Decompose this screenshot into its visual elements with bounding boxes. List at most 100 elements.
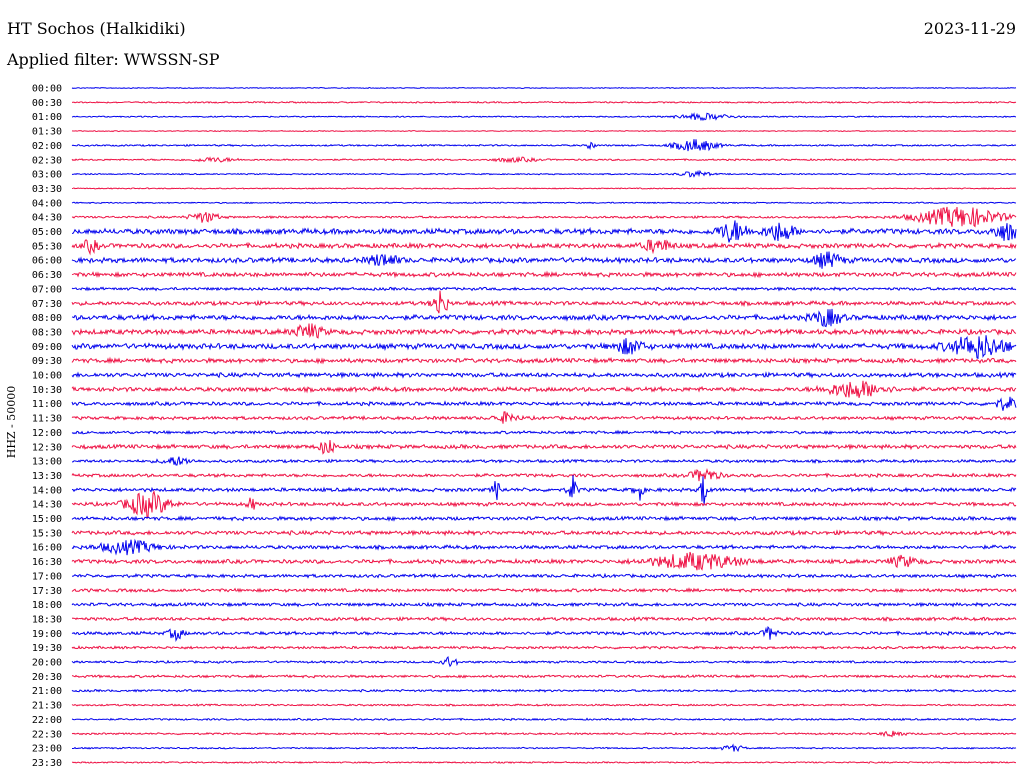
- time-label-2030: 20:30: [32, 672, 62, 683]
- trace-row-0930: [71, 356, 1017, 365]
- time-label-1200: 12:00: [32, 428, 62, 439]
- trace-row-0230: [71, 156, 1017, 164]
- time-label-1230: 12:30: [32, 442, 62, 453]
- trace-row-1000: [71, 371, 1017, 380]
- seismic-traces: [71, 86, 1017, 764]
- time-label-1800: 18:00: [32, 600, 62, 611]
- trace-row-0830: [71, 323, 1017, 339]
- trace-row-1030: [71, 380, 1017, 398]
- trace-row-0800: [71, 308, 1017, 328]
- time-label-0130: 01:30: [32, 127, 62, 138]
- time-label-2330: 23:30: [32, 758, 62, 769]
- time-label-0400: 04:00: [32, 198, 62, 209]
- trace-row-0030: [71, 100, 1017, 104]
- trace-row-1230: [71, 439, 1017, 455]
- time-label-1430: 14:30: [32, 500, 62, 511]
- plot-date: 2023-11-29: [923, 19, 1016, 38]
- trace-row-2100: [71, 688, 1017, 693]
- trace-row-1530: [71, 529, 1017, 537]
- time-label-1330: 13:30: [32, 471, 62, 482]
- time-label-1100: 11:00: [32, 399, 62, 410]
- trace-row-0300: [71, 169, 1017, 178]
- time-label-0630: 06:30: [32, 270, 62, 281]
- trace-row-1330: [71, 467, 1017, 482]
- trace-row-0530: [71, 239, 1017, 256]
- trace-row-1830: [71, 615, 1017, 623]
- trace-row-1730: [71, 587, 1017, 594]
- time-label-1530: 15:30: [32, 528, 62, 539]
- trace-row-0400: [71, 201, 1017, 205]
- time-label-2200: 22:00: [32, 715, 62, 726]
- trace-row-0500: [71, 220, 1017, 243]
- trace-row-1500: [71, 515, 1017, 522]
- time-label-1030: 10:30: [32, 385, 62, 396]
- trace-row-2030: [71, 673, 1017, 679]
- time-label-0600: 06:00: [32, 256, 62, 267]
- time-label-1600: 16:00: [32, 543, 62, 554]
- trace-row-0200: [71, 139, 1017, 152]
- time-label-1700: 17:00: [32, 571, 62, 582]
- trace-row-1430: [71, 489, 1017, 519]
- trace-row-1600: [71, 538, 1017, 556]
- trace-row-1800: [71, 601, 1017, 608]
- trace-row-1300: [71, 456, 1017, 466]
- trace-row-0100: [71, 112, 1017, 122]
- time-label-0830: 08:30: [32, 327, 62, 338]
- filter-label: Applied filter: WWSSN-SP: [7, 50, 220, 69]
- time-label-1130: 11:30: [32, 414, 62, 425]
- trace-row-0630: [71, 270, 1017, 279]
- trace-row-2200: [71, 717, 1017, 722]
- time-tick-labels: 00:00 00:30 01:00 01:30 02:00 02:30 03:00 03:30…: [32, 84, 62, 769]
- trace-row-1200: [71, 429, 1017, 436]
- time-label-0230: 02:30: [32, 155, 62, 166]
- time-label-0030: 00:30: [32, 98, 62, 109]
- time-label-1500: 15:00: [32, 514, 62, 525]
- trace-row-1930: [71, 645, 1017, 650]
- station-title: HT Sochos (Halkidiki): [7, 19, 186, 38]
- trace-row-2300: [71, 743, 1017, 752]
- time-label-0100: 01:00: [32, 112, 62, 123]
- trace-row-1900: [71, 626, 1017, 643]
- time-label-0300: 03:00: [32, 170, 62, 181]
- time-label-1900: 19:00: [32, 629, 62, 640]
- time-label-0730: 07:30: [32, 299, 62, 310]
- trace-row-1130: [71, 411, 1017, 424]
- trace-row-2000: [71, 656, 1017, 668]
- trace-row-1700: [71, 572, 1017, 579]
- time-label-2100: 21:00: [32, 686, 62, 697]
- time-label-0530: 05:30: [32, 241, 62, 252]
- time-label-0430: 04:30: [32, 213, 62, 224]
- time-label-2130: 21:30: [32, 701, 62, 712]
- trace-row-0730: [71, 290, 1017, 314]
- time-label-0930: 09:30: [32, 356, 62, 367]
- trace-row-2330: [71, 761, 1017, 764]
- time-label-1400: 14:00: [32, 485, 62, 496]
- trace-row-1630: [71, 551, 1017, 571]
- time-label-0800: 08:00: [32, 313, 62, 324]
- trace-row-0130: [71, 130, 1017, 133]
- time-label-2000: 20:00: [32, 658, 62, 669]
- time-label-1630: 16:30: [32, 557, 62, 568]
- trace-row-0900: [71, 335, 1017, 359]
- trace-row-0600: [71, 251, 1017, 269]
- time-label-0500: 05:00: [32, 227, 62, 238]
- time-label-2230: 22:30: [32, 729, 62, 740]
- time-label-1830: 18:30: [32, 614, 62, 625]
- time-label-0330: 03:30: [32, 184, 62, 195]
- trace-row-0000: [71, 86, 1017, 90]
- trace-row-0430: [71, 206, 1017, 228]
- time-label-1300: 13:00: [32, 457, 62, 468]
- time-label-1930: 19:30: [32, 643, 62, 654]
- trace-row-0330: [71, 187, 1017, 190]
- trace-row-1400: [71, 475, 1017, 506]
- time-label-0700: 07:00: [32, 284, 62, 295]
- time-label-0000: 00:00: [32, 84, 62, 95]
- time-label-2300: 23:00: [32, 744, 62, 755]
- time-label-0900: 09:00: [32, 342, 62, 353]
- trace-row-1100: [71, 396, 1017, 411]
- trace-row-2130: [71, 703, 1017, 707]
- time-label-0200: 02:00: [32, 141, 62, 152]
- time-label-1000: 10:00: [32, 371, 62, 382]
- trace-row-2230: [71, 730, 1017, 738]
